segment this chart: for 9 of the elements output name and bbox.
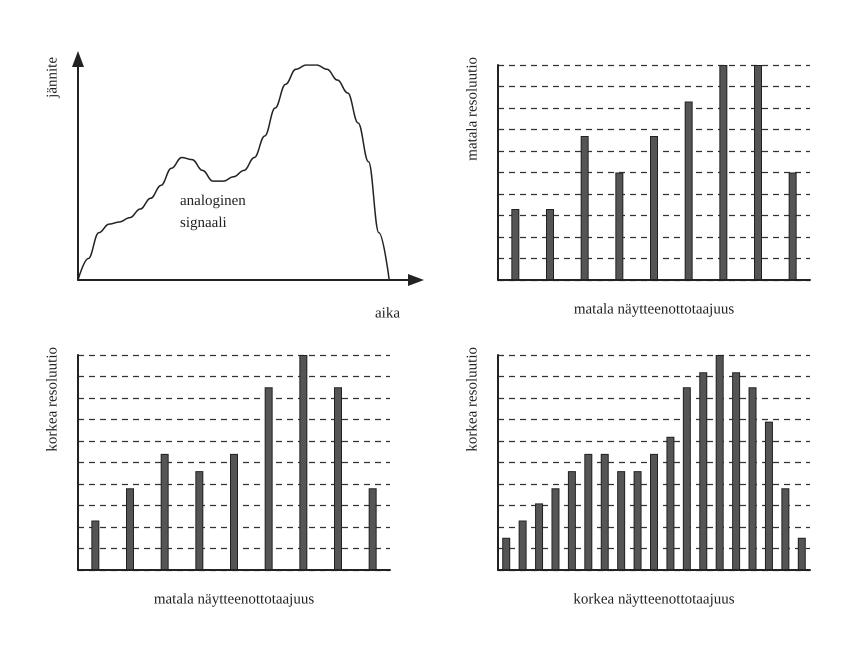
y-axis-title: matala resoluutio [464,57,480,161]
y-axis-title: korkea resoluutio [44,347,60,452]
y-axis-title: jännite [44,56,60,99]
x-axis-title: matala näytteenottotaajuus [574,302,734,318]
x-axis-title: korkea näytteenottotaajuus [573,592,735,608]
y-axis-title: korkea resoluutio [464,347,480,452]
x-axis-title: matala näytteenottotaajuus [154,592,314,608]
annotation: analoginen signaali [180,193,250,231]
x-axis-title: aika [375,306,400,322]
